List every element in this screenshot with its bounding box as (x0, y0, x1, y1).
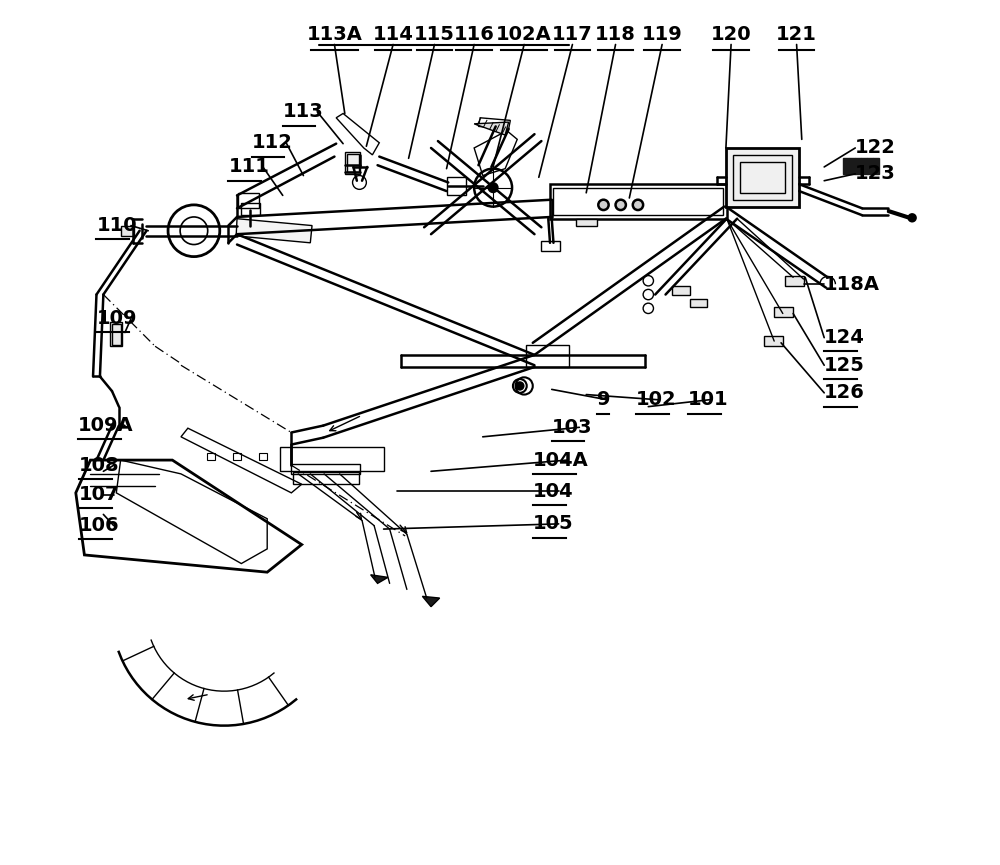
Circle shape (489, 183, 497, 192)
Polygon shape (855, 158, 861, 174)
Polygon shape (474, 122, 509, 135)
Text: 118A: 118A (824, 275, 880, 294)
Polygon shape (849, 158, 855, 174)
Text: 114: 114 (373, 25, 414, 43)
Text: 9: 9 (597, 390, 610, 409)
Bar (207, 453, 215, 460)
Bar (291, 464, 360, 474)
Text: 109: 109 (96, 309, 137, 328)
Bar (576, 219, 597, 226)
Text: 123: 123 (855, 164, 896, 183)
Bar (259, 453, 267, 460)
Text: 107: 107 (79, 485, 120, 504)
Circle shape (598, 200, 609, 210)
Polygon shape (873, 158, 879, 174)
Bar (280, 447, 384, 471)
Text: 122: 122 (855, 138, 896, 157)
Bar (785, 276, 804, 286)
Text: 118: 118 (595, 25, 636, 43)
Text: 112: 112 (252, 133, 293, 152)
Bar (774, 306, 793, 317)
Text: 115: 115 (414, 25, 455, 43)
Text: 105: 105 (533, 515, 573, 534)
Text: 124: 124 (824, 328, 865, 347)
Polygon shape (422, 596, 440, 606)
Polygon shape (867, 158, 873, 174)
Bar (110, 322, 122, 346)
Bar (347, 154, 359, 172)
Bar (553, 188, 723, 215)
Polygon shape (371, 574, 388, 583)
Text: 102: 102 (636, 390, 677, 409)
Text: 113A: 113A (307, 25, 362, 43)
Bar (733, 155, 792, 200)
Bar (241, 203, 260, 215)
Polygon shape (236, 219, 312, 243)
Text: 104A: 104A (533, 451, 589, 470)
Bar (690, 298, 707, 307)
Circle shape (616, 200, 626, 210)
Text: 110: 110 (96, 216, 137, 235)
Text: 108: 108 (79, 456, 120, 475)
Text: 102A: 102A (496, 25, 552, 43)
Bar (293, 472, 359, 484)
Text: 121: 121 (776, 25, 817, 43)
Circle shape (516, 382, 523, 389)
Bar (112, 324, 121, 344)
Bar (764, 336, 783, 346)
Text: 111: 111 (228, 157, 269, 176)
Bar (541, 241, 560, 252)
Bar (740, 162, 785, 193)
Text: 106: 106 (79, 516, 120, 535)
Text: 101: 101 (688, 390, 729, 409)
Text: 113: 113 (283, 102, 323, 121)
Circle shape (909, 215, 916, 221)
Circle shape (633, 200, 643, 210)
Bar (526, 345, 569, 367)
Text: 116: 116 (454, 25, 495, 43)
Text: 104: 104 (533, 482, 573, 501)
Text: 120: 120 (711, 25, 751, 43)
Bar (550, 184, 727, 219)
Polygon shape (843, 158, 849, 174)
Bar (726, 148, 799, 207)
Bar (345, 152, 360, 174)
Bar (121, 226, 134, 236)
Text: 117: 117 (552, 25, 593, 43)
Text: 103: 103 (552, 418, 592, 437)
Bar (233, 453, 241, 460)
Text: 125: 125 (824, 356, 865, 375)
Polygon shape (861, 158, 867, 174)
Text: 126: 126 (824, 383, 865, 402)
Bar (238, 193, 259, 208)
Text: 119: 119 (642, 25, 682, 43)
Text: 109A: 109A (78, 416, 133, 435)
Bar (672, 286, 690, 295)
